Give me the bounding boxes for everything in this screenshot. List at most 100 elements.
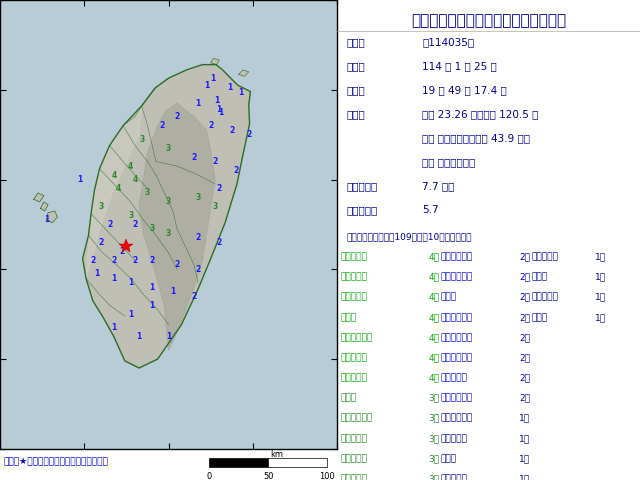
Text: 2級: 2級 (519, 394, 530, 403)
Text: 1級: 1級 (519, 454, 530, 463)
Text: 2: 2 (246, 130, 252, 139)
Text: 高雄市甲仙: 高雄市甲仙 (340, 293, 367, 302)
Text: 4級: 4級 (428, 333, 439, 342)
Text: 桃園市三光: 桃園市三光 (440, 474, 467, 480)
Text: 1: 1 (111, 274, 116, 283)
Text: 2: 2 (196, 233, 201, 242)
Text: 2級: 2級 (519, 373, 530, 383)
Text: 1: 1 (210, 73, 215, 83)
Text: 花蓮縣花蓮市: 花蓮縣花蓮市 (440, 353, 472, 362)
Text: 1級: 1級 (595, 273, 605, 282)
Text: 3: 3 (166, 144, 172, 153)
Text: 臺南市楠西: 臺南市楠西 (340, 252, 367, 262)
Text: 1: 1 (170, 287, 175, 296)
Text: 2: 2 (196, 265, 201, 274)
Text: 3: 3 (139, 134, 144, 144)
Text: 2級: 2級 (519, 293, 530, 302)
Text: 臺南市: 臺南市 (340, 394, 356, 403)
Text: 3級: 3級 (428, 394, 439, 403)
Text: 4級: 4級 (428, 252, 439, 262)
Text: 1: 1 (204, 81, 209, 90)
Text: 4級: 4級 (428, 353, 439, 362)
Text: 4: 4 (132, 175, 138, 184)
Text: 1級: 1級 (519, 474, 530, 480)
Text: 1: 1 (77, 175, 83, 184)
Text: 即在 臺南市政府東北方 43.9 公里: 即在 臺南市政府東北方 43.9 公里 (422, 133, 530, 144)
Text: 4級: 4級 (428, 273, 439, 282)
Text: 編號：: 編號： (346, 37, 365, 48)
Text: 圖說：★表震央位置，數字表示該測站震度: 圖說：★表震央位置，數字表示該測站震度 (3, 457, 108, 467)
Text: 114 年 1 月 25 日: 114 年 1 月 25 日 (422, 61, 497, 72)
Text: 1: 1 (149, 300, 154, 310)
Text: 臺東縣利稻: 臺東縣利稻 (340, 454, 367, 463)
Text: 1級: 1級 (519, 414, 530, 423)
Text: 2: 2 (191, 292, 196, 300)
Text: 1: 1 (44, 216, 49, 225)
Text: 2: 2 (216, 184, 222, 193)
Text: 新北市: 新北市 (531, 273, 547, 282)
Text: 臺中市: 臺中市 (440, 293, 456, 302)
Text: 19 時 49 分 17.4 秒: 19 時 49 分 17.4 秒 (422, 85, 507, 96)
Text: 2級: 2級 (519, 273, 530, 282)
Text: 1: 1 (94, 269, 100, 278)
Polygon shape (40, 202, 48, 211)
Text: 2: 2 (132, 220, 138, 229)
Text: 嘉義市: 嘉義市 (340, 313, 356, 322)
Text: 1: 1 (216, 105, 222, 114)
Text: 苗栗縣苗栗市: 苗栗縣苗栗市 (440, 414, 472, 423)
Text: 2: 2 (216, 238, 222, 247)
Text: 各地最大震度（採用109年新制10級震度分級）: 各地最大震度（採用109年新制10級震度分級） (346, 232, 472, 241)
Text: 澎湖縣馬公市: 澎湖縣馬公市 (440, 313, 472, 322)
Text: 2: 2 (234, 166, 239, 175)
Text: 2: 2 (107, 220, 112, 229)
Text: 3: 3 (166, 229, 172, 238)
Text: 2: 2 (149, 256, 154, 265)
Text: 日期：: 日期： (346, 61, 365, 72)
Text: 宜蘭縣南山: 宜蘭縣南山 (440, 373, 467, 383)
Text: 3: 3 (212, 202, 218, 211)
Polygon shape (34, 193, 44, 202)
Text: 雲林縣水林: 雲林縣水林 (340, 353, 367, 362)
Polygon shape (211, 59, 220, 65)
Text: 2: 2 (132, 256, 138, 265)
Text: 4級: 4級 (428, 293, 439, 302)
Text: 2: 2 (175, 260, 180, 269)
Text: 南投縣玉山: 南投縣玉山 (340, 434, 367, 443)
Text: 彰化縣二林: 彰化縣二林 (340, 373, 367, 383)
Text: 2: 2 (191, 153, 196, 162)
Text: 2級: 2級 (519, 333, 530, 342)
Text: 3: 3 (166, 197, 172, 206)
Text: 1: 1 (237, 88, 243, 97)
Text: 嘉義縣大埔: 嘉義縣大埔 (340, 273, 367, 282)
Text: 花蓮縣富里: 花蓮縣富里 (340, 474, 367, 480)
Text: 0: 0 (207, 472, 212, 480)
Text: 2: 2 (208, 121, 213, 130)
Text: 1: 1 (218, 108, 223, 117)
Text: 中　央　氣　象　署　地　震　報　告: 中 央 氣 象 署 地 震 報 告 (411, 13, 566, 28)
Text: 3: 3 (196, 193, 201, 202)
Text: 4級: 4級 (428, 373, 439, 383)
Text: 2: 2 (90, 256, 95, 265)
Text: 3級: 3級 (428, 414, 439, 423)
Text: 地震深度：: 地震深度： (346, 181, 378, 192)
Bar (209, 458, 268, 467)
Text: 臺北市: 臺北市 (531, 313, 547, 322)
Text: 4: 4 (111, 170, 116, 180)
Text: 2級: 2級 (519, 313, 530, 322)
Text: 1: 1 (166, 332, 172, 341)
Text: 3: 3 (99, 202, 104, 211)
Text: 新竹市: 新竹市 (440, 454, 456, 463)
Text: 1: 1 (136, 332, 141, 341)
Text: 2: 2 (120, 247, 125, 256)
Bar (268, 458, 327, 467)
Text: 第114035號: 第114035號 (422, 37, 474, 48)
Text: 2: 2 (159, 121, 164, 130)
Text: 1級: 1級 (519, 434, 530, 443)
Polygon shape (86, 106, 141, 278)
Text: 4: 4 (128, 162, 133, 170)
Text: 南投縣南投市: 南投縣南投市 (440, 394, 472, 403)
Text: 5.7: 5.7 (422, 205, 438, 216)
Text: 位於 臺南市東山區: 位於 臺南市東山區 (422, 157, 476, 168)
Text: 1: 1 (149, 283, 154, 292)
Text: 3: 3 (145, 189, 150, 197)
